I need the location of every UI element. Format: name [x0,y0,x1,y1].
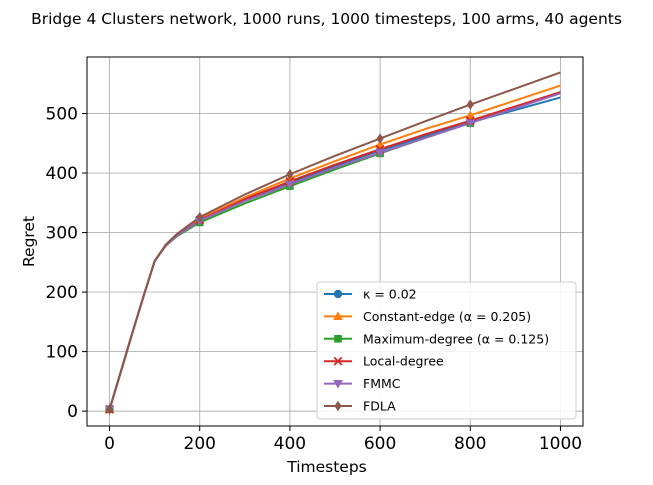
legend-label: FDLA [363,399,396,414]
legend: κ = 0.02 Constant-edge (α = 0.205) Maximum… [316,281,577,420]
plot-frame [86,56,584,427]
y-axis-ticks: 0 100 200 300 400 500 [46,105,87,422]
series-markers [104,99,476,415]
y-tick-label: 100 [46,343,78,363]
y-tick-label: 200 [46,283,78,303]
data-point-diamond [376,133,384,144]
data-point-triangle-down [285,180,295,190]
data-point-triangle-down [375,149,385,158]
x-tick-label: 400 [274,434,306,454]
series-lines [108,71,561,410]
legend-swatch-marker [334,335,342,343]
legend-label: Constant-edge (α = 0.205) [363,309,531,324]
y-tick-label: 0 [67,402,78,422]
legend-label: κ = 0.02 [363,287,417,302]
data-point-diamond [196,211,204,223]
legend-label: FMMC [363,376,401,391]
legend-swatch-marker [334,400,342,412]
chart-title: Bridge 4 Clusters network, 1000 runs, 10… [31,10,622,28]
y-tick-label: 300 [46,224,78,244]
y-axis-label: Regret [20,216,38,267]
data-point-diamond [105,404,114,415]
x-tick-label: 800 [454,434,486,454]
x-axis-label: Timesteps [286,458,367,476]
series-line-5 [108,71,561,410]
x-tick-label: 600 [364,434,396,454]
legend-swatch-marker [333,380,343,389]
x-axis-ticks: 0 200 400 600 800 1000 [104,426,582,454]
legend-label: Local-degree [363,354,444,369]
data-point-diamond [466,99,474,110]
x-tick-label: 0 [104,434,115,454]
y-tick-label: 400 [46,164,78,184]
legend-swatch-marker [333,356,343,366]
legend-box [316,281,577,420]
x-tick-label: 200 [184,434,216,454]
data-point-diamond [286,169,294,180]
x-tick-label: 1000 [539,434,582,454]
legend-swatch-marker [333,289,343,299]
legend-swatch-marker [333,311,343,320]
legend-label: Maximum-degree (α = 0.125) [363,331,549,346]
data-point-triangle-down [465,119,476,129]
y-tick-label: 500 [46,105,78,125]
data-point-triangle-up [465,110,476,119]
